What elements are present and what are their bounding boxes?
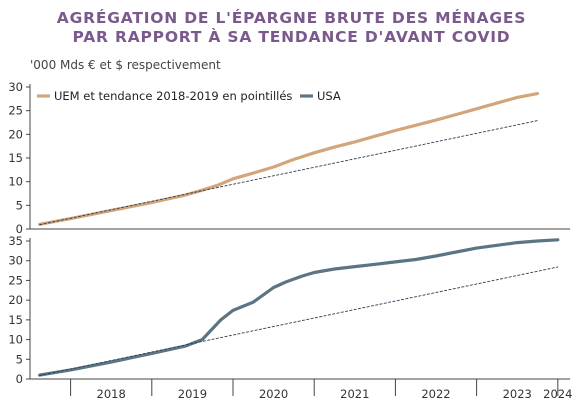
x-tick-label: 2022	[421, 387, 450, 401]
x-tick-label: 2020	[259, 387, 288, 401]
axes-layer: 0 5 10 15 20 25 30 0 5 10 15 20 25 30 35 2018 2019 2020 20…	[8, 80, 572, 401]
y-tick-label: 20	[8, 127, 23, 141]
legend-label: UEM et tendance 2018-2019 en pointillés	[54, 89, 292, 103]
legend-label: USA	[317, 89, 341, 103]
y-tick-label: 15	[8, 151, 23, 165]
y-tick-label: 20	[8, 293, 23, 307]
lines-layer	[38, 91, 560, 377]
y-tick-label: 5	[16, 352, 23, 366]
chart-title-line1: AGRÉGATION DE L'ÉPARGNE BRUTE DES MÉNAGE…	[56, 9, 527, 27]
y-tick-label: 15	[8, 313, 23, 327]
x-tick-label: 2018	[97, 387, 126, 401]
series-line	[38, 238, 560, 377]
trend-line	[39, 266, 559, 376]
unit-subtitle: '000 Mds € et $ respectivement	[30, 58, 221, 72]
chart-title-line2: PAR RAPPORT À SA TENDANCE D'AVANT COVID	[72, 28, 511, 46]
y-tick-label: 25	[8, 273, 23, 287]
y-tick-label: 10	[8, 333, 23, 347]
y-tick-label: 35	[8, 234, 23, 248]
y-tick-label: 5	[16, 198, 23, 212]
x-tick-label: 2023	[503, 387, 532, 401]
series-line	[38, 91, 540, 226]
trend-line	[39, 120, 538, 226]
x-tick-label: 2019	[178, 387, 207, 401]
y-tick-label: 30	[8, 80, 23, 94]
x-tick-label: 2024	[543, 387, 572, 401]
y-tick-label: 30	[8, 254, 23, 268]
x-tick-label: 2021	[340, 387, 369, 401]
y-tick-label: 0	[16, 222, 23, 236]
y-tick-label: 25	[8, 104, 23, 118]
y-tick-label: 10	[8, 175, 23, 189]
y-tick-label: 0	[16, 372, 23, 386]
legend-layer: UEM et tendance 2018-2019 en pointillés U…	[37, 89, 341, 103]
